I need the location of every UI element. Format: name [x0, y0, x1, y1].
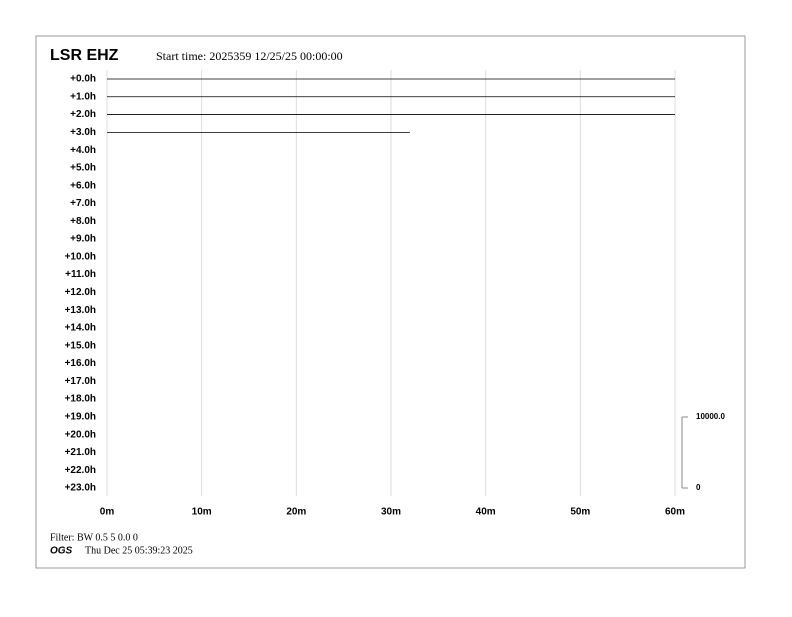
row-label: +7.0h	[70, 198, 96, 209]
row-label: +14.0h	[65, 323, 96, 334]
row-label: +13.0h	[65, 305, 96, 316]
chart-subtitle: Start time: 2025359 12/25/25 00:00:00	[156, 49, 343, 63]
row-label: +23.0h	[65, 483, 96, 494]
scale-label: 10000.0	[696, 412, 725, 421]
row-label: +10.0h	[65, 251, 96, 262]
x-tick-label: 60m	[665, 507, 685, 518]
chart-title: LSR EHZ	[50, 47, 119, 64]
row-label: +1.0h	[70, 91, 96, 102]
timestamp: Thu Dec 25 05:39:23 2025	[85, 545, 193, 556]
row-label: +17.0h	[65, 376, 96, 387]
row-label: +4.0h	[70, 145, 96, 156]
x-tick-label: 0m	[100, 507, 115, 518]
row-label: +16.0h	[65, 358, 96, 369]
row-label: +18.0h	[65, 394, 96, 405]
row-label: +8.0h	[70, 216, 96, 227]
row-label: +3.0h	[70, 127, 96, 138]
row-label: +21.0h	[65, 447, 96, 458]
row-label: +22.0h	[65, 465, 96, 476]
row-label: +0.0h	[70, 74, 96, 85]
x-tick-label: 10m	[192, 507, 212, 518]
row-label: +9.0h	[70, 234, 96, 245]
filter-info: Filter: BW 0.5 5 0.0 0	[50, 532, 138, 543]
scale-label: 0	[696, 483, 701, 492]
row-label: +15.0h	[65, 340, 96, 351]
x-tick-label: 20m	[286, 507, 306, 518]
x-tick-label: 40m	[476, 507, 496, 518]
x-tick-label: 50m	[570, 507, 590, 518]
row-label: +19.0h	[65, 412, 96, 423]
row-label: +6.0h	[70, 180, 96, 191]
agency: OGS	[50, 546, 73, 557]
row-label: +2.0h	[70, 109, 96, 120]
row-label: +12.0h	[65, 287, 96, 298]
row-label: +5.0h	[70, 163, 96, 174]
row-label: +11.0h	[65, 269, 96, 280]
x-tick-label: 30m	[381, 507, 401, 518]
row-label: +20.0h	[65, 429, 96, 440]
